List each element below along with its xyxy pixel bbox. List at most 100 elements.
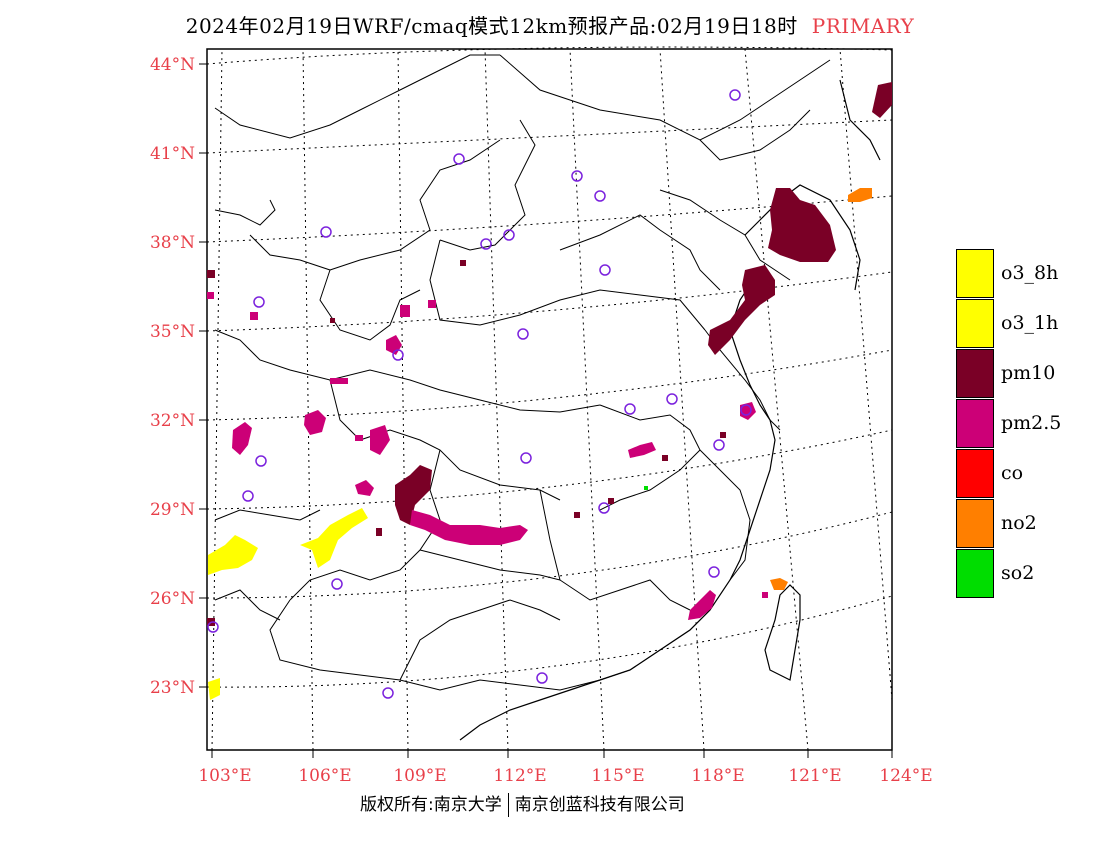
legend-swatch (956, 449, 994, 498)
pm25-area-jiangsu (740, 402, 756, 420)
station-marker (708, 566, 720, 578)
pm25-area-hubei (370, 425, 390, 455)
pm25-area-sichuan (232, 422, 252, 455)
pm25-cell (428, 300, 436, 308)
lat-label-41: 41°N (150, 144, 195, 164)
pm25-area-jiangxi (628, 442, 656, 458)
coastline (459, 79, 881, 741)
station-markers (207, 89, 752, 699)
station-marker (320, 226, 332, 238)
lon-label-118: 118°E (691, 766, 744, 786)
station-marker (740, 404, 752, 416)
pm25-cell (330, 378, 348, 384)
pm25-area-hunan (410, 510, 528, 545)
legend-swatch (956, 249, 994, 298)
pm10-cell (460, 260, 466, 266)
station-marker (253, 296, 265, 308)
copyright-footer: 版权所有:南京大学 南京创蓝科技有限公司 (360, 790, 685, 817)
map-title: 2024年02月19日WRF/cmaq模式12km预报产品:02月19日18时 P… (0, 10, 1100, 39)
legend-label: o3_8h (1001, 262, 1059, 284)
station-marker (598, 502, 610, 514)
station-marker (503, 229, 515, 241)
axis-ticks (199, 63, 893, 758)
legend-swatch (956, 299, 994, 348)
station-marker (517, 328, 529, 340)
pm25-cell (400, 305, 410, 317)
legend-swatch (956, 349, 994, 398)
legend-swatch (956, 549, 994, 598)
station-marker (453, 153, 465, 165)
pm10-area-northeast (872, 82, 892, 118)
lon-label-112: 112°E (493, 766, 546, 786)
lat-label-26: 26°N (150, 589, 195, 609)
pm25-cell (355, 435, 363, 441)
lon-label-103: 103°E (198, 766, 251, 786)
lon-label-124: 124°E (879, 766, 932, 786)
legend-label: o3_1h (1001, 312, 1059, 334)
map-frame (206, 48, 893, 751)
lat-label-35: 35°N (150, 322, 195, 342)
pm25-area-guizhou (355, 480, 374, 496)
lat-label-29: 29°N (150, 500, 195, 520)
station-marker (729, 89, 741, 101)
pm10-cell (207, 270, 215, 278)
pm10-cell (574, 512, 580, 518)
footer-copyright: 版权所有:南京大学 (360, 795, 502, 815)
lat-label-38: 38°N (150, 233, 195, 253)
legend-label: co (1001, 462, 1024, 484)
legend-swatch (956, 399, 994, 448)
so2-cell (644, 486, 648, 490)
footer-company: 南京创蓝科技有限公司 (514, 795, 685, 815)
legend-label: pm2.5 (1001, 412, 1062, 434)
lon-label-115: 115°E (591, 766, 644, 786)
no2-area-taiwan (770, 578, 788, 590)
o3-area-south (208, 678, 220, 700)
station-marker (520, 452, 532, 464)
pm10-area-chongqing (395, 465, 432, 525)
station-marker (536, 672, 548, 684)
lon-label-121: 121°E (788, 766, 841, 786)
station-marker (599, 264, 611, 276)
pm25-cell (250, 312, 258, 320)
pm25-cell (762, 592, 768, 598)
station-marker (207, 621, 219, 633)
station-marker (571, 170, 583, 182)
pm25-cell (207, 292, 214, 299)
pollutant-cells (207, 82, 892, 700)
no2-area-korea (848, 188, 872, 202)
pm10-area-shandong (708, 265, 775, 355)
station-marker (382, 687, 394, 699)
station-marker (713, 439, 725, 451)
o3-area-yunnan (208, 535, 258, 575)
station-marker (242, 490, 254, 502)
title-tag: PRIMARY (811, 14, 915, 38)
station-marker (624, 403, 636, 415)
lat-label-32: 32°N (150, 411, 195, 431)
o3-area-guizhou (300, 508, 368, 568)
pm10-cell (662, 455, 668, 461)
lat-label-23: 23°N (150, 678, 195, 698)
pm25-area-shaanxi (304, 410, 326, 435)
station-marker (666, 393, 678, 405)
graticule (206, 46, 893, 751)
lon-label-106: 106°E (298, 766, 351, 786)
pm10-cell (376, 528, 382, 536)
pm10-cell (720, 432, 726, 438)
title-text: 2024年02月19日WRF/cmaq模式12km预报产品:02月19日18时 (185, 14, 798, 38)
station-marker (331, 578, 343, 590)
footer-divider (507, 793, 509, 817)
legend-swatch (956, 499, 994, 548)
pm10-cell (608, 498, 614, 504)
legend-label: no2 (1001, 512, 1037, 534)
pm25-area-fujian (688, 590, 716, 620)
station-marker (255, 455, 267, 467)
pm10-cell (330, 318, 335, 323)
station-marker (594, 190, 606, 202)
lon-label-109: 109°E (393, 766, 446, 786)
pm10-area-bohai (768, 188, 836, 262)
legend-label: pm10 (1001, 362, 1056, 384)
legend-label: so2 (1001, 562, 1035, 584)
lat-label-44: 44°N (150, 55, 195, 75)
station-marker (392, 349, 404, 361)
